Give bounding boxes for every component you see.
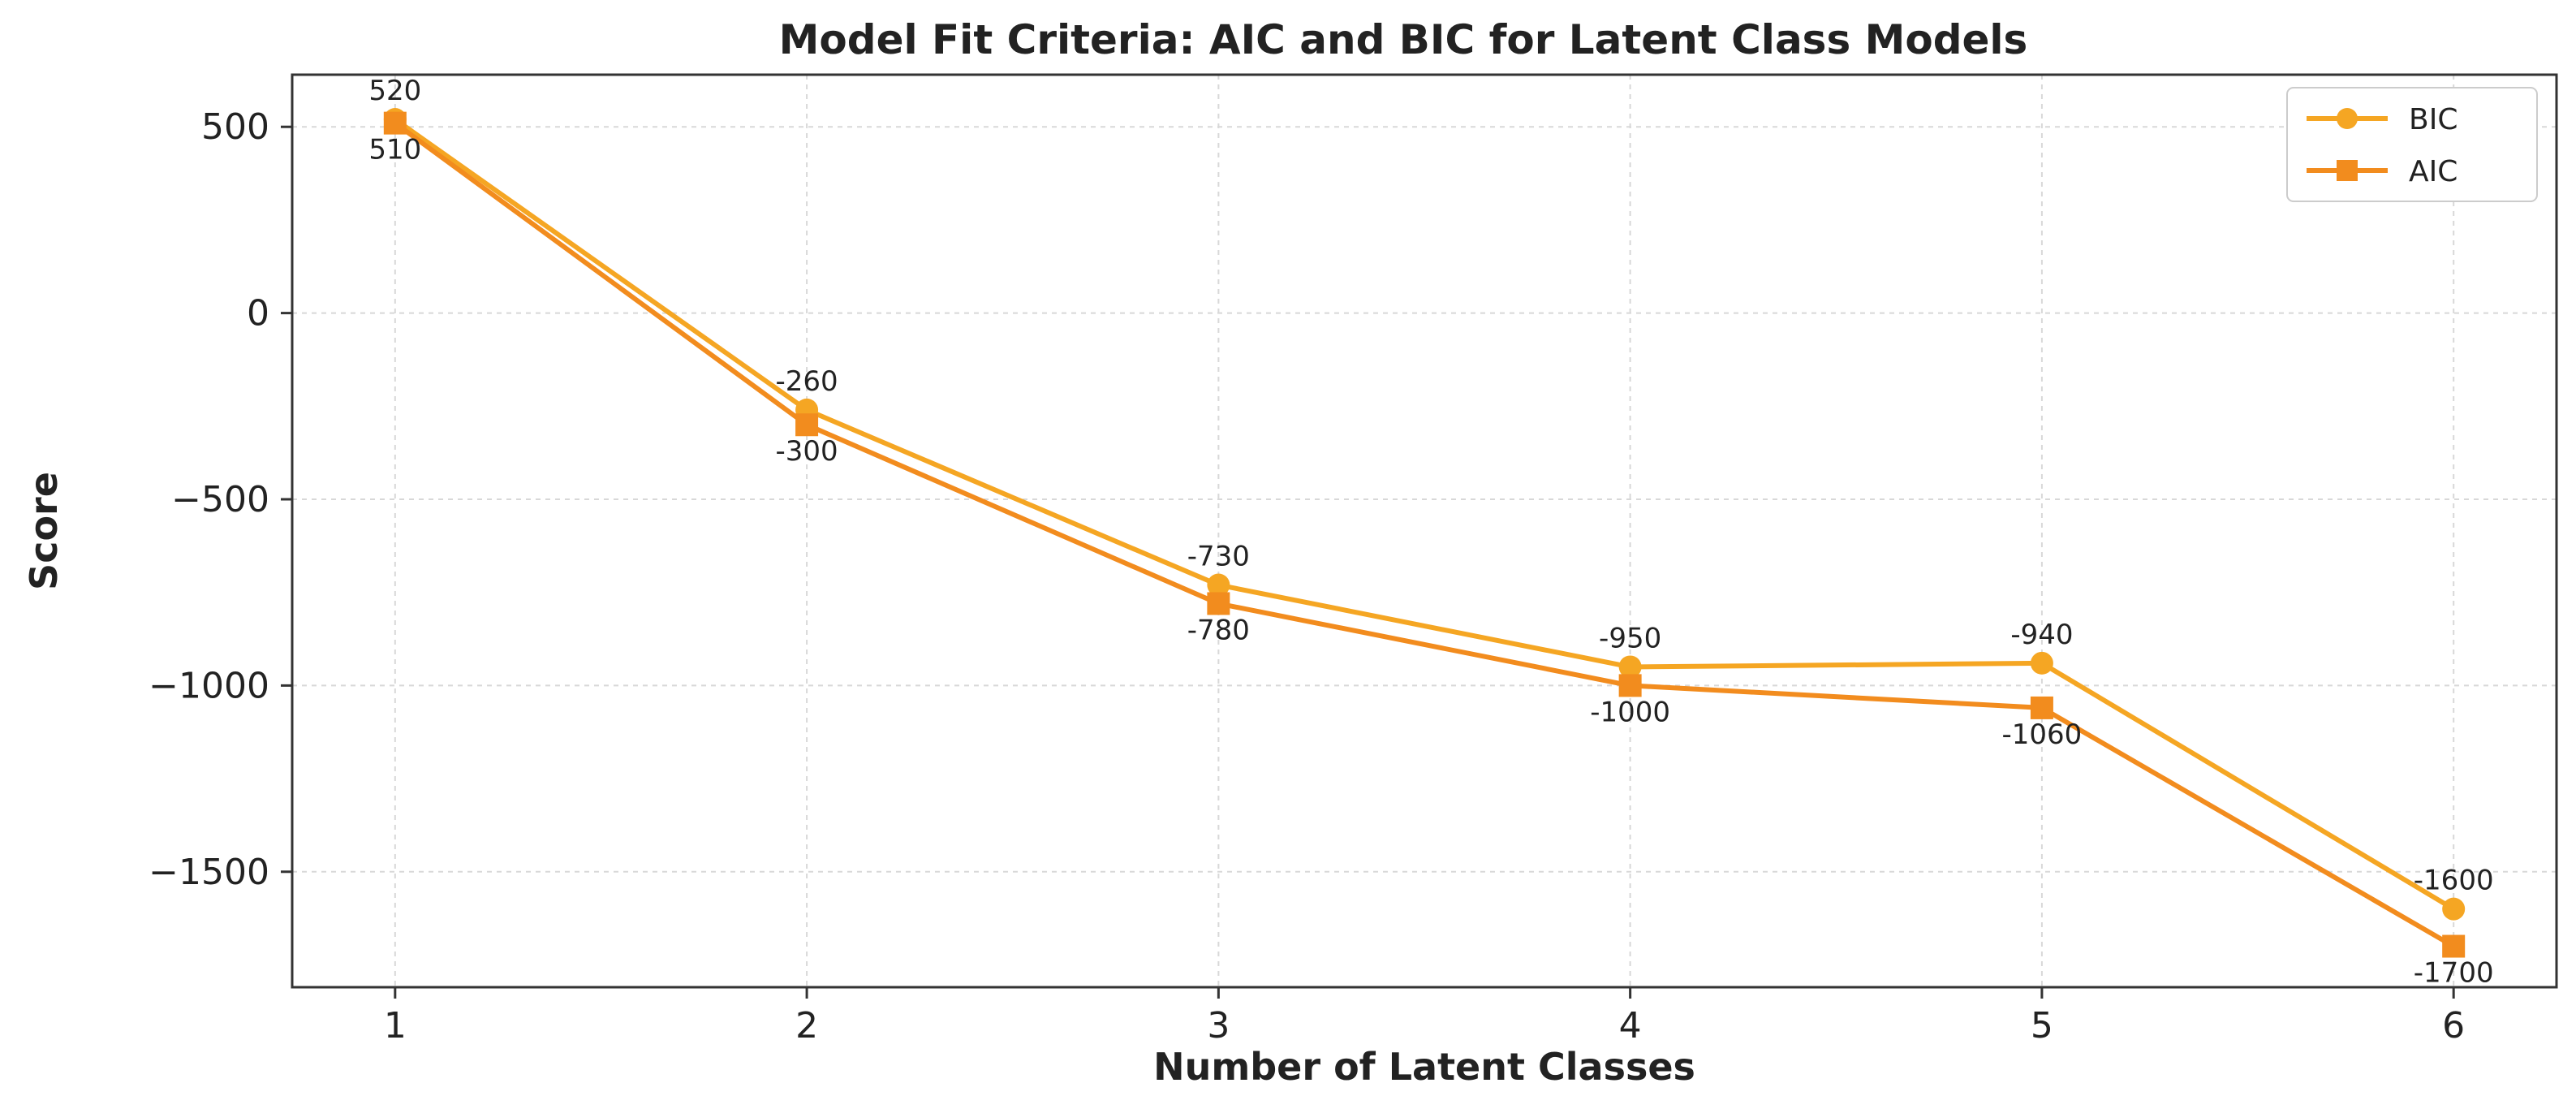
bic-point [2442, 897, 2466, 921]
x-axis-ticks: 1 2 3 4 5 6 [384, 987, 2465, 1046]
legend: BIC AIC [2286, 87, 2538, 202]
bic-data-label: -1600 [2414, 865, 2494, 897]
y-tick-label: 500 [201, 106, 269, 148]
x-tick-label: 1 [384, 1005, 407, 1046]
legend-label-bic: BIC [2409, 103, 2458, 136]
aic-point [2030, 696, 2053, 719]
x-tick-label: 6 [2442, 1005, 2465, 1046]
x-tick-label: 3 [1207, 1005, 1230, 1046]
aic-data-label: -1000 [1590, 696, 1670, 728]
data-labels: 520 -260 -730 -950 -940 -1600 510 -300 -780 -1000… [368, 75, 2493, 989]
bic-data-label: -950 [1599, 622, 1661, 654]
bic-data-label: -730 [1187, 541, 1250, 573]
legend-label-aic: AIC [2409, 155, 2458, 188]
aic-point [795, 413, 819, 437]
y-axis-label: Score [22, 472, 66, 590]
y-axis-ticks: 500 0 −500 −1000 −1500 [149, 106, 292, 893]
x-tick-label: 5 [2031, 1005, 2053, 1046]
aic-data-label: -300 [776, 435, 838, 468]
bic-data-label: -940 [2010, 619, 2073, 651]
y-tick-label: 0 [247, 293, 269, 334]
plot-frame [291, 73, 2558, 989]
bic-point [1618, 655, 1642, 679]
y-tick-label: −1000 [149, 665, 269, 706]
y-tick-label: −500 [171, 479, 269, 520]
aic-data-label: -780 [1187, 614, 1250, 646]
y-tick-label: −1500 [149, 852, 269, 893]
legend-items: BIC AIC [2307, 103, 2458, 188]
series-layer [383, 108, 2466, 958]
bic-series-line [392, 117, 2457, 912]
aic-point [2442, 934, 2466, 958]
aic-point [383, 111, 407, 135]
aic-point [1207, 592, 1230, 615]
aic-data-label: -1060 [2002, 718, 2083, 751]
x-tick-label: 2 [795, 1005, 818, 1046]
aic-point [1618, 674, 1642, 697]
x-tick-label: 4 [1619, 1005, 1642, 1046]
bic-point [2030, 651, 2053, 675]
aic-series-line [392, 120, 2457, 949]
legend-marker-aic [2337, 160, 2358, 181]
bic-data-label: -260 [776, 365, 838, 398]
legend-marker-bic [2337, 108, 2358, 129]
bic-data-label: 520 [368, 75, 421, 107]
x-axis-label: Number of Latent Classes [1153, 1045, 1695, 1089]
chart-title: Model Fit Criteria: AIC and BIC for Late… [779, 16, 2028, 63]
aic-data-label: -1700 [2414, 957, 2494, 990]
bic-point [1207, 573, 1230, 597]
aic-data-label: 510 [368, 134, 421, 166]
grid-lines [292, 75, 2557, 987]
